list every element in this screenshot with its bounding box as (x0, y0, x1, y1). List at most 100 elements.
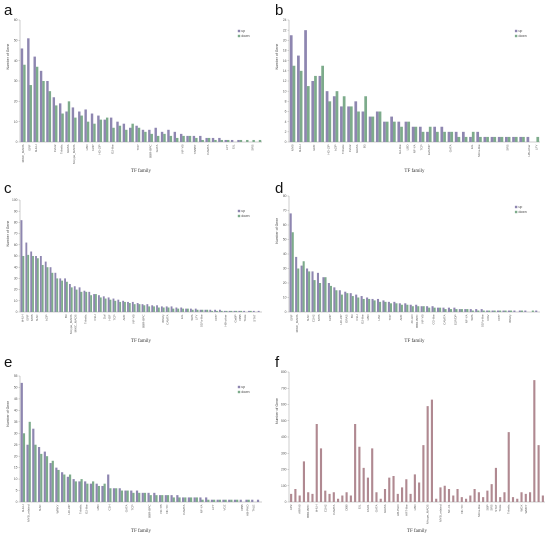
pb-ytick-label-6: 12 (283, 79, 287, 83)
pe-bar-down-5 (51, 460, 54, 502)
pd-bar-up-31 (458, 309, 461, 312)
pe-ylabel: Number of Gene (6, 401, 10, 427)
pd-bar-up-3 (306, 268, 309, 312)
pc-bar-down-7 (56, 278, 59, 312)
pc-bar-up-5 (44, 261, 47, 312)
pb-bar-up-0 (289, 35, 293, 142)
pf-xtick-label-11: HRT-like (404, 504, 408, 516)
pc-bar-up-40 (214, 309, 217, 312)
pf-ytick-label-1: 100 (281, 484, 287, 488)
pb-bar-up-11 (368, 116, 372, 142)
pa-bar-up-24 (173, 131, 177, 142)
pd-bar-up-14 (366, 297, 369, 312)
pc-bar-up-1 (25, 242, 28, 312)
pa-bar-up-33 (230, 139, 234, 142)
pd-bar-up-38 (497, 310, 500, 312)
pa-bar-down-14 (112, 127, 115, 142)
pe-bar-up-12 (89, 483, 93, 502)
pe-bar-down-9 (74, 481, 77, 502)
pd-ytick-label-3: 30 (283, 267, 287, 271)
pe-xlabel: TF family (131, 529, 152, 534)
pa-bar-down-22 (163, 133, 166, 142)
pe-ytick-label-2: 10 (14, 477, 18, 481)
pd-bar-down-26 (433, 307, 436, 312)
pd-ytick-label-4: 40 (283, 252, 287, 256)
pe-bar-down-31 (201, 499, 204, 502)
pc-ytick-label-1: 10 (14, 299, 18, 303)
pc-bar-up-37 (199, 309, 202, 312)
pb-bar-down-10 (364, 96, 368, 142)
pd-xtick-label-14: ARF (399, 314, 403, 320)
pb-bar-down-21 (443, 131, 446, 142)
pb-xtick-label-7: GRAS (355, 145, 359, 154)
pd-bar-up-12 (355, 294, 358, 312)
pd-xtick-label-15: ZF-HD (410, 314, 414, 324)
pb-bar-up-9 (354, 101, 358, 142)
pa-bar-up-23 (167, 129, 170, 142)
pd-xtick-label-1: MIKC_MADS (295, 315, 299, 333)
pa-xtick-label-10: MIKC_MADS (21, 145, 25, 163)
pb-bar-down-0 (292, 65, 296, 142)
pd-bar-up-26 (431, 306, 434, 312)
pd-bar-up-30 (453, 307, 456, 312)
pc-bar-up-6 (49, 267, 52, 312)
pe-bar-down-4 (45, 456, 49, 502)
pd-ytick-label-1: 10 (283, 296, 287, 300)
pf-bar-genes-30 (418, 482, 421, 502)
pa-ytick-label-2: 20 (14, 99, 18, 103)
pd-bar-up-25 (426, 306, 429, 312)
pf-bar-genes-8 (324, 490, 327, 502)
panel-b: 0 2 4 6 8 10 12 14 16 18 20 22 24 Number of Gene bHLH E… (275, 0, 550, 180)
pf-bar-genes-32 (426, 406, 429, 502)
pa-bar-down-10 (86, 121, 90, 142)
pc-xtick-label-27: STAT (253, 314, 257, 321)
pd-bar-up-29 (447, 307, 450, 312)
pb-bar-down-7 (342, 96, 346, 142)
pc-bar-down-47 (249, 310, 252, 312)
pe-xtick-label-16: LFY (211, 505, 215, 511)
pf-bar-genes-15 (354, 424, 357, 502)
pf-bar-genes-39 (456, 489, 459, 502)
pe-bar-down-22 (149, 495, 152, 502)
pa-xtick-label-6: Trihelix (59, 144, 63, 154)
pf-xtick-label-3: C2H2 (323, 504, 327, 512)
pc-bar-up-25 (141, 304, 144, 312)
pe-xtick-label-18: DBB (240, 505, 244, 511)
pb-xtick-label-1: ERF (312, 144, 316, 150)
pa-xtick-label-16: CAMTA (206, 145, 210, 155)
pf-ytick-label-8: 800 (281, 370, 287, 374)
pc-bar-down-8 (61, 280, 63, 312)
pf-bar-genes-49 (499, 497, 502, 502)
pc-bar-up-38 (204, 309, 207, 312)
pf-ytick-label-7: 700 (281, 386, 287, 390)
pe-bar-down-39 (247, 499, 250, 502)
pf-bar-genes-28 (409, 493, 412, 502)
pc-xtick-label-15: NAC (35, 314, 39, 321)
pe-bar-down-33 (213, 499, 216, 502)
pf-bar-genes-38 (452, 495, 455, 502)
pa-bar-up-12 (97, 115, 100, 142)
pf-bar-genes-14 (349, 495, 352, 502)
pf-bar-genes-20 (375, 492, 378, 502)
pa-bar-up-4 (46, 81, 49, 142)
pe-xtick-label-0: bHLH (21, 505, 25, 513)
pc-bar-up-45 (238, 310, 241, 312)
pc-bar-up-36 (194, 308, 197, 312)
pc-bar-up-14 (88, 291, 91, 312)
pf-xtick-label-19: SRS (490, 505, 494, 511)
pb-bar-up-3 (311, 81, 315, 142)
pc-bar-down-2 (32, 256, 34, 312)
pc-xtick-label-14: NF-YB (132, 315, 136, 324)
pa-bar-down-12 (99, 119, 103, 142)
pe-bar-down-7 (63, 474, 66, 502)
pa-bar-up-31 (218, 137, 221, 142)
panel-label-c: c (4, 180, 12, 197)
pb-bar-down-34 (536, 136, 540, 142)
pd-xtick-label-17: NF-YB (421, 315, 425, 324)
pc-ytick-label-4: 40 (14, 265, 18, 269)
pd-bar-down-34 (477, 310, 480, 312)
pf-bar-genes-52 (511, 497, 515, 502)
pc-bar-down-31 (172, 308, 175, 312)
pb-bar-up-8 (347, 106, 350, 142)
pa-bar-down-23 (169, 135, 173, 142)
